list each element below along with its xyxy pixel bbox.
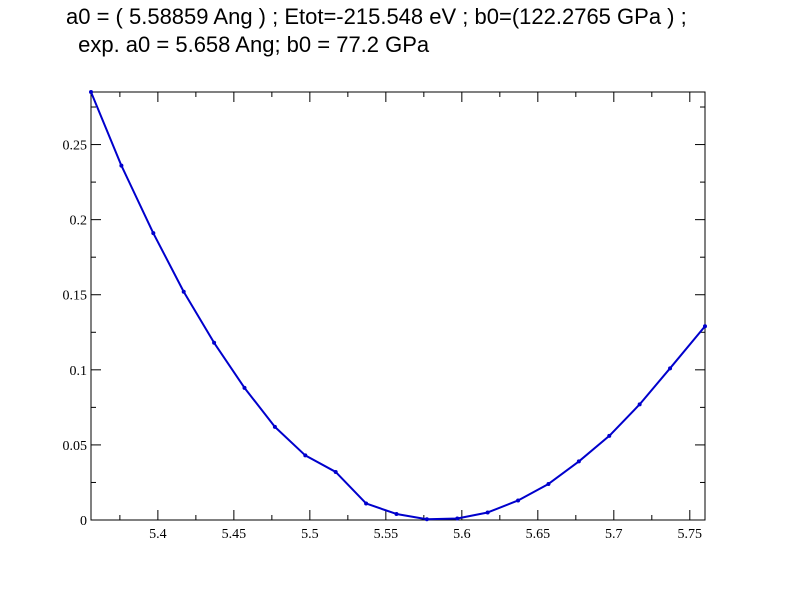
chart-title: a0 = ( 5.58859 Ang ) ; Etot=-215.548 eV … xyxy=(66,4,687,29)
y-tick-label: 0.1 xyxy=(70,364,88,379)
x-tick-label: 5.45 xyxy=(222,527,247,542)
data-point xyxy=(151,231,156,236)
x-tick-label: 5.75 xyxy=(678,527,703,542)
data-point xyxy=(576,459,581,464)
y-tick-label: 0.25 xyxy=(63,139,88,154)
x-tick-label: 5.5 xyxy=(301,527,319,542)
data-point xyxy=(516,498,521,503)
chart-subtitle: exp. a0 = 5.658 Ang; b0 = 77.2 GPa xyxy=(72,32,430,57)
data-point xyxy=(181,289,186,294)
data-point xyxy=(119,163,124,168)
data-point xyxy=(333,469,338,474)
y-tick-label: 0.15 xyxy=(63,289,88,304)
data-point xyxy=(303,453,308,458)
data-point xyxy=(637,402,642,407)
data-point xyxy=(607,433,612,438)
x-tick-label: 5.7 xyxy=(605,527,623,542)
x-tick-label: 5.55 xyxy=(374,527,399,542)
x-tick-label: 5.4 xyxy=(149,527,167,542)
data-point xyxy=(485,510,490,515)
plot-frame xyxy=(90,91,706,521)
data-point xyxy=(212,340,217,345)
data-point xyxy=(455,516,460,521)
data-point xyxy=(703,324,707,329)
data-point xyxy=(424,517,429,522)
data-point xyxy=(242,385,247,390)
data-point xyxy=(89,90,93,94)
data-point xyxy=(394,511,399,516)
series-line xyxy=(90,91,706,521)
y-tick-label: 0.05 xyxy=(63,439,88,454)
data-point xyxy=(272,424,277,429)
data-point xyxy=(546,481,551,486)
data-point xyxy=(364,501,369,506)
x-tick-label: 5.65 xyxy=(526,527,551,542)
y-tick-label: 0 xyxy=(80,514,87,529)
data-point xyxy=(668,366,673,371)
x-tick-label: 5.6 xyxy=(453,527,471,542)
y-tick-label: 0.2 xyxy=(70,214,88,229)
